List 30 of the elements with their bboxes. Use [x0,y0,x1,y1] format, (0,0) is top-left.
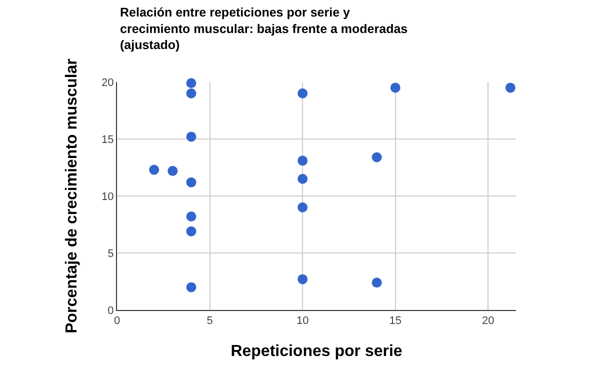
x-tick-label: 15 [389,315,402,328]
point [186,212,196,222]
point [186,177,196,188]
x-axis-title: Repeticiones por serie [230,342,402,360]
x-tick-label: 5 [206,315,213,328]
point [298,274,308,284]
point [298,88,308,98]
point [186,78,196,88]
point [298,156,308,166]
chart-title: Relación entre repeticiones por serie y crecimiento muscular: bajas frente a moderadas (ajustado) [120,6,408,52]
y-tick-label: 20 [102,76,114,89]
point [168,166,178,176]
point [186,282,196,292]
point [149,164,160,175]
point [186,132,196,142]
point [186,88,196,98]
point [372,152,382,162]
point [505,82,516,93]
point [298,202,308,212]
y-axis-title: Porcentaje de crecimiento muscular [63,58,80,334]
x-tick-label: 10 [296,315,309,328]
point [298,174,308,184]
y-tick-label: 0 [108,304,114,317]
point [390,82,400,93]
y-tick-label: 10 [102,190,114,203]
point [186,226,196,236]
y-tick-label: 5 [108,248,114,260]
y-tick-label: 15 [102,134,114,146]
x-tick-label: 20 [482,315,494,328]
point [372,278,382,288]
